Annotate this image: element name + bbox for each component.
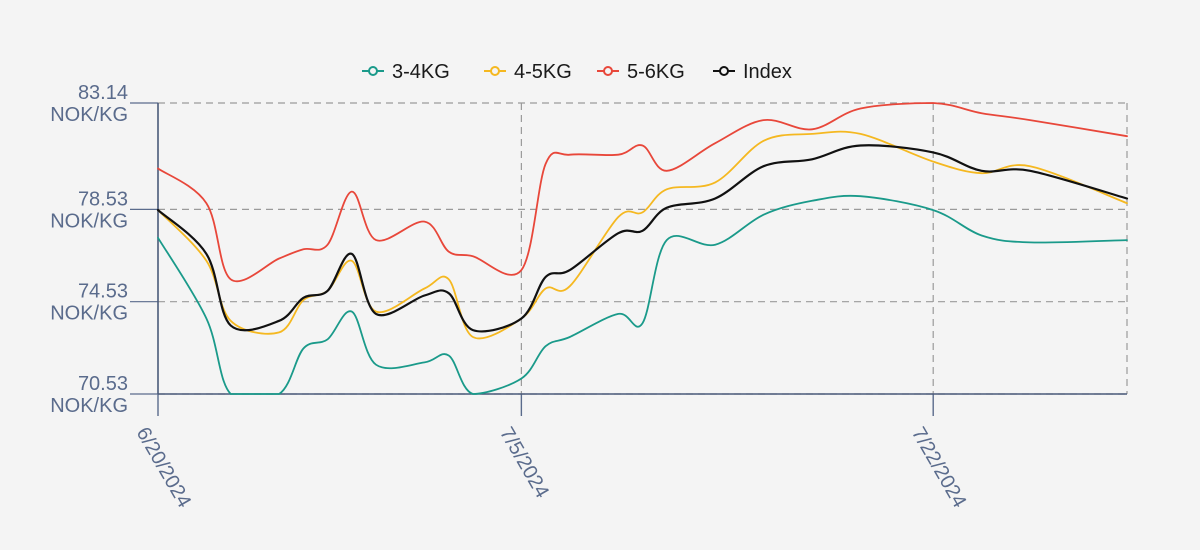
y-tick-unit: NOK/KG: [50, 104, 128, 126]
legend-swatch-marker: [603, 66, 613, 76]
legend-item-3-4kg[interactable]: 3-4KG: [362, 61, 450, 83]
series-line-index: [156, 144, 1129, 333]
series-line-4-5kg: [157, 130, 1128, 340]
x-tick-label: 7/5/2024: [495, 424, 553, 502]
series-line-5-6kg: [157, 102, 1128, 283]
legend-swatch-marker: [490, 66, 500, 76]
x-tick-label: 7/22/2024: [907, 424, 971, 512]
y-tick-unit: NOK/KG: [50, 210, 128, 232]
x-tick-label: 6/20/2024: [132, 424, 196, 512]
series-lines: [156, 102, 1129, 395]
y-tick-label: 74.53: [78, 281, 128, 303]
legend-label: 4-5KG: [514, 61, 572, 83]
legend-label: 3-4KG: [392, 61, 450, 83]
y-tick-label: 70.53: [78, 373, 128, 395]
legend-item-5-6kg[interactable]: 5-6KG: [597, 61, 685, 83]
legend-swatch-marker: [719, 66, 729, 76]
legend-item-index[interactable]: Index: [713, 61, 792, 83]
y-tick-unit: NOK/KG: [50, 303, 128, 325]
series-line-3-4kg: [157, 194, 1128, 395]
legend-swatch-marker: [368, 66, 378, 76]
y-tick-label: 78.53: [78, 188, 128, 210]
axes: 70.53NOK/KG74.53NOK/KG78.53NOK/KG83.14NO…: [50, 82, 1127, 512]
legend-label: Index: [743, 61, 792, 83]
y-tick-unit: NOK/KG: [50, 395, 128, 417]
legend: 3-4KG 4-5KG 5-6KG Index: [362, 61, 792, 83]
legend-label: 5-6KG: [627, 61, 685, 83]
y-tick-label: 83.14: [78, 82, 128, 104]
legend-item-4-5kg[interactable]: 4-5KG: [484, 61, 572, 83]
